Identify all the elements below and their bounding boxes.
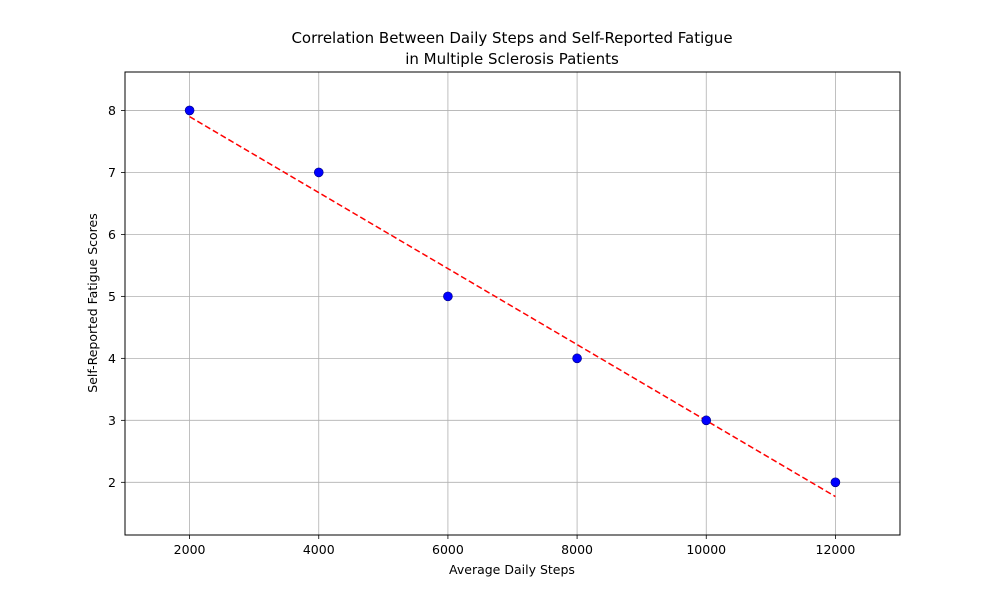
y-tick-label: 2 xyxy=(108,475,116,490)
x-axis-ticks: 2000 4000 6000 8000 10000 12000 xyxy=(174,535,856,557)
x-tick-label: 2000 xyxy=(174,542,206,557)
x-tick-label: 8000 xyxy=(561,542,593,557)
trendline-group xyxy=(189,115,836,498)
data-point xyxy=(830,477,841,488)
data-point xyxy=(184,105,195,116)
y-axis-ticks: 2 3 4 5 6 7 8 xyxy=(108,103,125,490)
data-point xyxy=(313,167,324,178)
x-tick-label: 12000 xyxy=(816,542,856,557)
chart-title-line-2: in Multiple Sclerosis Patients xyxy=(405,50,619,68)
x-tick-label: 4000 xyxy=(303,542,335,557)
plot-frame xyxy=(124,71,901,536)
y-tick-label: 3 xyxy=(108,413,116,428)
x-axis-label: Average Daily Steps xyxy=(449,562,575,577)
data-points xyxy=(184,105,841,488)
grid-lines xyxy=(125,72,900,535)
x-tick-label: 10000 xyxy=(686,542,726,557)
trendline xyxy=(189,115,836,498)
y-tick-label: 7 xyxy=(108,165,116,180)
data-point xyxy=(443,291,453,302)
y-axis-label: Self-Reported Fatigue Scores xyxy=(85,213,100,392)
y-tick-label: 8 xyxy=(108,103,116,118)
x-tick-label: 6000 xyxy=(432,542,464,557)
chart-title-line-1: Correlation Between Daily Steps and Self… xyxy=(291,29,732,47)
y-tick-label: 5 xyxy=(108,289,116,304)
data-point xyxy=(572,353,582,364)
y-tick-label: 6 xyxy=(108,227,116,242)
y-tick-label: 4 xyxy=(108,351,116,366)
data-point xyxy=(701,415,712,426)
